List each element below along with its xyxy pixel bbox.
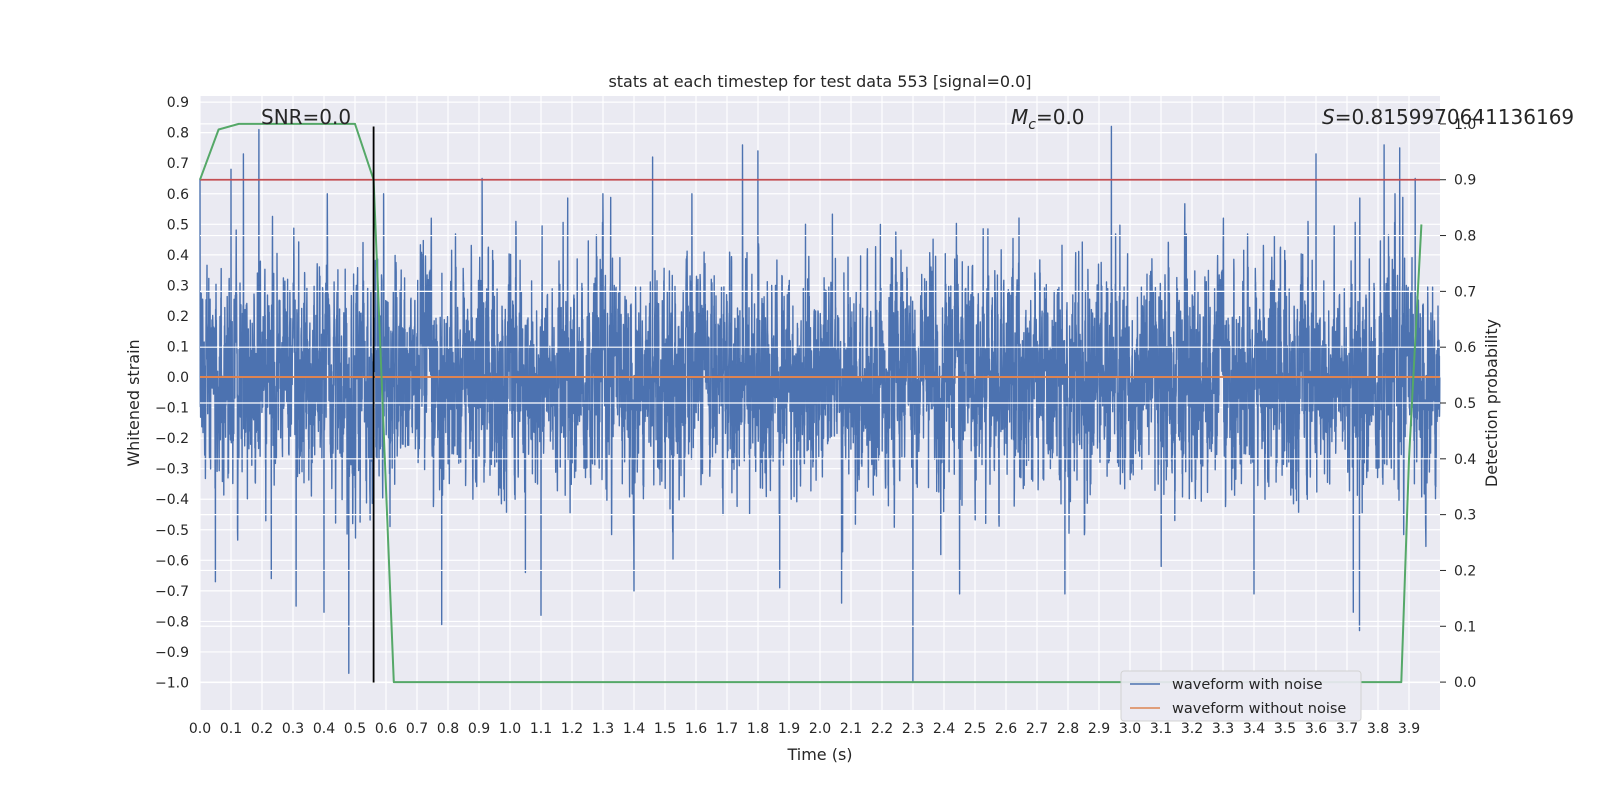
y2-tick-label: 0.6 bbox=[1454, 340, 1476, 356]
x-tick-label: 0.4 bbox=[313, 721, 335, 737]
annotation-mc-subscript: c bbox=[1028, 117, 1036, 133]
x-tick-label: 2.4 bbox=[933, 721, 955, 737]
x-tick-label: 3.8 bbox=[1367, 721, 1389, 737]
annotations: SNR=0.0 Mc=0.0 S=0.8159970641136169 bbox=[261, 105, 1574, 133]
x-tick-label: 1.6 bbox=[685, 721, 707, 737]
y2-tick-label: 0.9 bbox=[1454, 173, 1476, 189]
chart-title: stats at each timestep for test data 553… bbox=[608, 72, 1031, 91]
x-tick-label: 2.3 bbox=[902, 721, 924, 737]
annotation-mc: Mc=0.0 bbox=[1011, 105, 1085, 133]
x-tick-label: 2.8 bbox=[1057, 721, 1079, 737]
x-tick-label: 1.5 bbox=[654, 721, 676, 737]
annotation-snr: SNR=0.0 bbox=[261, 105, 351, 129]
x-tick-label: 3.9 bbox=[1398, 721, 1420, 737]
x-tick-label: 0.8 bbox=[437, 721, 459, 737]
x-tick-label: 2.1 bbox=[840, 721, 862, 737]
y-tick-label: 0.1 bbox=[167, 339, 189, 355]
y2-tick-label: 0.8 bbox=[1454, 229, 1476, 245]
y-tick-label: −0.8 bbox=[155, 614, 189, 630]
x-tick-label: 3.0 bbox=[1119, 721, 1141, 737]
y-tick-label: 0.2 bbox=[167, 309, 189, 325]
x-tick-label: 2.7 bbox=[1026, 721, 1048, 737]
y2-tick-label: 0.5 bbox=[1454, 396, 1476, 412]
y-tick-label: −0.1 bbox=[155, 401, 189, 417]
y2-tick-label: 0.3 bbox=[1454, 508, 1476, 524]
y2-axis-label: Detection probability bbox=[1482, 319, 1501, 487]
y-tick-label: 0.0 bbox=[167, 370, 189, 386]
x-tick-label: 2.2 bbox=[871, 721, 893, 737]
x-tick-label: 0.5 bbox=[344, 721, 366, 737]
x-tick-label: 1.2 bbox=[561, 721, 583, 737]
x-tick-label: 3.7 bbox=[1336, 721, 1358, 737]
y2-tick-label: 0.2 bbox=[1454, 563, 1476, 579]
y-tick-label: 0.7 bbox=[167, 156, 189, 172]
x-axis-label: Time (s) bbox=[786, 745, 852, 764]
annotation-s-value: =0.8159970641136169 bbox=[1335, 105, 1574, 129]
x-tick-label: 0.1 bbox=[220, 721, 242, 737]
x-tick-label: 3.3 bbox=[1212, 721, 1234, 737]
x-tick-label: 1.0 bbox=[499, 721, 521, 737]
legend: waveform with noise waveform without noi… bbox=[1120, 670, 1362, 722]
x-tick-label: 1.8 bbox=[747, 721, 769, 737]
y-tick-label: −0.2 bbox=[155, 431, 189, 447]
y-tick-label: −0.4 bbox=[155, 492, 189, 508]
x-tick-label: 0.6 bbox=[375, 721, 397, 737]
x-tick-label: 0.7 bbox=[406, 721, 428, 737]
x-tick-label: 2.6 bbox=[995, 721, 1017, 737]
y2-tick-label: 0.0 bbox=[1454, 675, 1476, 691]
annotation-mc-symbol: M bbox=[1011, 105, 1028, 129]
y2-tick-label: 1.0 bbox=[1454, 117, 1476, 133]
x-tick-label: 0.0 bbox=[189, 721, 211, 737]
y-tick-label: −0.9 bbox=[155, 645, 189, 661]
y-tick-label: 0.8 bbox=[167, 126, 189, 142]
y-tick-label: 0.3 bbox=[167, 278, 189, 294]
y-tick-label: −0.6 bbox=[155, 553, 189, 569]
x-tick-label: 1.1 bbox=[530, 721, 552, 737]
x-tick-label: 3.2 bbox=[1181, 721, 1203, 737]
annotation-s-symbol: S bbox=[1322, 105, 1335, 129]
x-tick-label: 0.9 bbox=[468, 721, 490, 737]
y-tick-label: −1.0 bbox=[155, 676, 189, 692]
annotation-s: S=0.8159970641136169 bbox=[1322, 105, 1574, 129]
y2-tick-label: 0.7 bbox=[1454, 284, 1476, 300]
legend-label-clean: waveform without noise bbox=[1172, 701, 1346, 717]
legend-box bbox=[1120, 670, 1362, 722]
x-tick-label: 3.4 bbox=[1243, 721, 1265, 737]
ticks-layer: 0.0 0.1 0.2 0.3 0.4 0.5 0.6 0.7 0.8 0.9 1.0 1.1 1.2 1… bbox=[155, 95, 1476, 737]
x-tick-label: 2.5 bbox=[964, 721, 986, 737]
legend-label-noisy: waveform with noise bbox=[1172, 677, 1323, 693]
x-tick-label: 1.3 bbox=[592, 721, 614, 737]
x-tick-label: 3.1 bbox=[1150, 721, 1172, 737]
x-tick-label: 2.9 bbox=[1088, 721, 1110, 737]
series-waveform-with-noise bbox=[199, 125, 1441, 684]
x-tick-label: 0.2 bbox=[251, 721, 273, 737]
x-tick-label: 3.5 bbox=[1274, 721, 1296, 737]
y-axis-label: Whitened strain bbox=[124, 339, 143, 466]
y-tick-label: 0.6 bbox=[167, 187, 189, 203]
x-tick-label: 3.6 bbox=[1305, 721, 1327, 737]
y-tick-label: −0.7 bbox=[155, 584, 189, 600]
y-tick-label: −0.5 bbox=[155, 523, 189, 539]
annotation-mc-value: =0.0 bbox=[1036, 105, 1085, 129]
x-tick-label: 1.4 bbox=[623, 721, 645, 737]
x-tick-label: 2.0 bbox=[809, 721, 831, 737]
y-tick-label: 0.5 bbox=[167, 217, 189, 233]
y-tick-label: −0.3 bbox=[155, 462, 189, 478]
y2-tick-label: 0.4 bbox=[1454, 452, 1476, 468]
y-tick-label: 0.9 bbox=[167, 95, 189, 111]
x-tick-label: 0.3 bbox=[282, 721, 304, 737]
x-tick-label: 1.7 bbox=[716, 721, 738, 737]
y-tick-label: 0.4 bbox=[167, 248, 189, 264]
x-tick-label: 1.9 bbox=[778, 721, 800, 737]
y2-tick-label: 0.1 bbox=[1454, 619, 1476, 635]
